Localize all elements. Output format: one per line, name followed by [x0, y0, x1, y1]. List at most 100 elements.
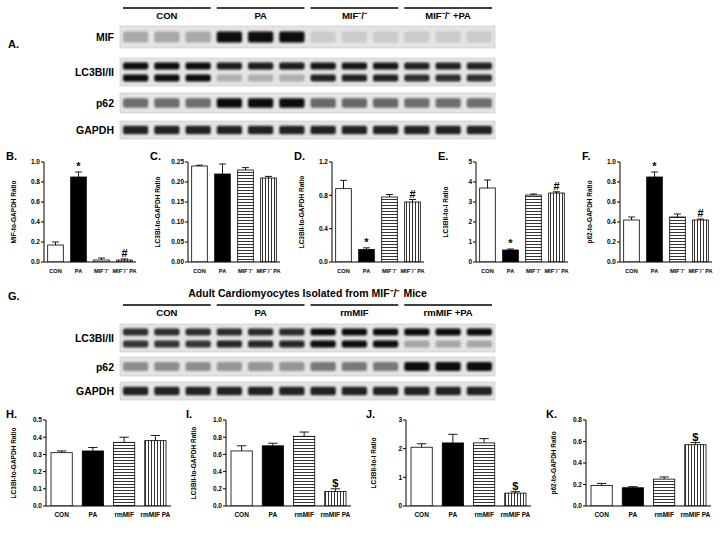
bar	[647, 177, 663, 262]
bar	[325, 491, 346, 506]
band	[279, 62, 304, 69]
error-bar	[530, 194, 537, 195]
band	[248, 98, 273, 108]
significance: #	[121, 247, 127, 259]
band	[217, 387, 242, 395]
y-tick-label: 0.15	[171, 198, 184, 205]
y-label: p62-to-GAPDH Ratio	[586, 180, 594, 243]
error-bar	[484, 180, 491, 188]
panel-label: J.	[366, 408, 375, 420]
x-tick-label: MIF⁻/⁻	[670, 268, 685, 274]
error-bar	[697, 219, 704, 220]
band	[436, 328, 461, 335]
band	[436, 362, 461, 371]
x-axis	[188, 262, 280, 263]
x-tick-label: PA	[219, 268, 226, 274]
x-tick-label: MIF⁻/⁻	[238, 268, 253, 274]
y-tick-label: 2	[398, 445, 402, 452]
significance: #	[553, 180, 559, 192]
band	[373, 362, 398, 371]
figure: A.CONPAMIF⁻/⁻MIF⁻/⁻ +PAMIFLC3BI/IIp62GAP…	[0, 0, 727, 535]
group-label: PA	[254, 307, 267, 318]
row-label: p62	[96, 361, 114, 373]
band	[186, 328, 211, 335]
y-label: p62-to-GAPDH Ratio	[550, 431, 558, 494]
x-tick-label: CON	[193, 268, 205, 274]
y-tick-label: 0.05	[171, 238, 184, 245]
x-tick-label: MIF⁻/⁻ PA	[256, 268, 280, 274]
x-tick-label: MIF⁻/⁻ PA	[688, 268, 712, 274]
significance: *	[364, 236, 369, 248]
group-bar	[217, 304, 305, 306]
bar-chart: D.LC3BII-to-GAPDH Ratio0.00.40.81.2*#CON…	[294, 150, 425, 274]
band	[404, 387, 429, 395]
bar	[405, 202, 421, 262]
error-bar	[340, 180, 347, 188]
y-tick-label: 0.4	[31, 218, 40, 225]
band	[154, 328, 179, 335]
band	[186, 387, 211, 395]
bar	[474, 443, 495, 506]
band	[311, 387, 336, 395]
band	[373, 126, 398, 134]
band	[217, 126, 242, 134]
bar	[215, 174, 231, 262]
error-bar	[75, 172, 82, 177]
x-tick-label: rmMIF PA	[500, 511, 530, 518]
y-tick-label: 0.4	[607, 218, 616, 225]
band	[279, 126, 304, 134]
x-tick-label: rmMIF PA	[680, 511, 710, 518]
marks	[192, 164, 277, 262]
bar	[503, 250, 519, 262]
band	[467, 362, 492, 371]
error-bar	[52, 242, 59, 245]
band	[279, 362, 304, 371]
band	[186, 62, 211, 69]
x-tick-label: PA	[449, 511, 458, 518]
band	[467, 74, 492, 81]
blot: G.Adult Cardiomyocytes Isolated from MIF…	[8, 287, 495, 400]
bar-chart: B.MIF-to-GAPDH Ratio0.00.20.40.60.81.0*#…	[6, 150, 137, 274]
significance: $	[332, 477, 338, 489]
bar	[145, 441, 166, 506]
band	[154, 98, 179, 108]
membrane	[120, 26, 495, 48]
x-tick-label: PA	[507, 268, 514, 274]
band	[404, 362, 429, 371]
y-tick-label: 0.8	[607, 178, 616, 185]
band	[217, 362, 242, 371]
band	[373, 32, 398, 43]
error-bar	[507, 249, 514, 250]
band	[154, 32, 179, 43]
x-axis	[476, 262, 568, 263]
band	[436, 98, 461, 108]
panel-label: I.	[186, 408, 192, 420]
band	[373, 98, 398, 108]
y-axis	[46, 420, 47, 506]
error-bar	[363, 248, 370, 250]
y-tick-label: 3	[398, 416, 402, 423]
marks	[591, 443, 706, 506]
x-tick-label: PA	[651, 268, 658, 274]
row-label: GAPDH	[76, 385, 114, 397]
band	[373, 340, 398, 347]
bar	[505, 493, 526, 506]
group-bar	[404, 7, 492, 9]
band	[279, 74, 304, 81]
band	[217, 62, 242, 69]
bar	[231, 451, 252, 506]
band	[342, 62, 367, 69]
bar-chart: J.LC3BII-to-I Ratio0123$CONPArmMIFrmMIF …	[366, 408, 531, 518]
band	[186, 32, 211, 43]
x-axis	[332, 262, 424, 263]
group-bar	[311, 7, 399, 9]
panel-label: A.	[8, 38, 19, 50]
bar	[294, 436, 315, 506]
y-tick-label: 0.25	[171, 158, 184, 165]
error-bar	[651, 172, 658, 177]
bar-chart: E.LC3BII-to-I Ratio012345*#CONPAMIF⁻/⁻MI…	[438, 150, 569, 274]
x-tick-label: CON	[594, 511, 609, 518]
band	[154, 362, 179, 371]
bar	[336, 189, 352, 262]
x-tick-label: PA	[75, 268, 82, 274]
